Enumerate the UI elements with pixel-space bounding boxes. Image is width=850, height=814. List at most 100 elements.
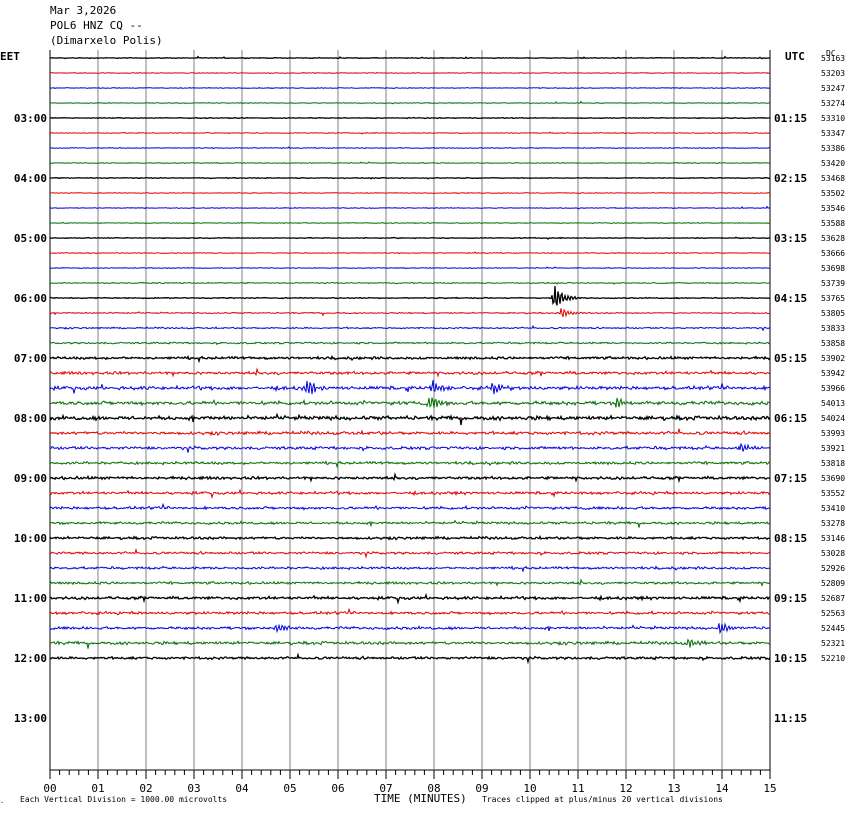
clip-note: Traces clipped at plus/minus 20 vertical… (482, 795, 723, 804)
dc-offset-label: 53666 (821, 249, 845, 258)
right-hour-label: 02:15 (774, 172, 807, 185)
left-timezone-label: EET (0, 50, 20, 63)
dc-offset-label: 53858 (821, 339, 845, 348)
trace-line (49, 251, 771, 255)
x-tick-label: 00 (43, 782, 56, 795)
trace-line (49, 502, 771, 511)
dc-offset-label: 54013 (821, 399, 845, 408)
trace-line (49, 578, 771, 587)
right-hour-label: 11:15 (774, 712, 807, 725)
right-timezone-label: UTC (785, 50, 805, 63)
dc-offset-label: 53163 (821, 54, 845, 63)
trace-line (49, 380, 771, 395)
x-tick-label: 02 (139, 782, 152, 795)
axis-labels: 00 01 02 03 04 05 06 07 08 09 10 11 12 13 14 15 53163 532… (14, 54, 845, 795)
dc-offset-label: 53818 (821, 459, 845, 468)
trace-line (49, 131, 771, 135)
x-tick-label: 13 (667, 782, 680, 795)
trace-line (49, 176, 771, 180)
x-tick-label: 11 (571, 782, 584, 795)
dc-offset-label: 53698 (821, 264, 845, 273)
right-hour-label: 10:15 (774, 652, 807, 665)
trace-line (49, 354, 771, 364)
dc-offset-label: 53739 (821, 279, 845, 288)
trace-line (49, 607, 771, 616)
dc-offset-label: 53028 (821, 549, 845, 558)
dc-offset-label: 53546 (821, 204, 845, 213)
dc-offset-label: 53966 (821, 384, 845, 393)
dc-offset-label: 53833 (821, 324, 845, 333)
x-tick-label: 10 (523, 782, 536, 795)
left-hour-label: 09:00 (14, 472, 47, 485)
trace-line (49, 412, 771, 426)
trace-line (49, 622, 771, 635)
trace-line (49, 488, 771, 500)
dc-offset-label: 53628 (821, 234, 845, 243)
trace-line (49, 236, 771, 240)
trace-line (49, 308, 771, 318)
time-grid (49, 50, 771, 779)
trace-line (49, 460, 771, 469)
x-tick-label: 04 (235, 782, 249, 795)
left-hour-label: 06:00 (14, 292, 47, 305)
dc-offset-label: 53805 (821, 309, 845, 318)
footer-corner-mark: . (0, 797, 5, 805)
left-hour-label: 03:00 (14, 112, 47, 125)
x-tick-label: 03 (187, 782, 200, 795)
dc-offset-label: 53588 (821, 219, 845, 228)
trace-line (49, 652, 771, 665)
dc-offset-label: 53310 (821, 114, 845, 123)
right-hour-label: 05:15 (774, 352, 807, 365)
dc-offset-label: 53552 (821, 489, 845, 498)
trace-line (49, 116, 770, 120)
dc-offset-label: 53146 (821, 534, 845, 543)
dc-offset-label: 53902 (821, 354, 845, 363)
dc-column-header: DC (826, 49, 836, 58)
left-hour-label: 13:00 (14, 712, 47, 725)
left-hour-label: 04:00 (14, 172, 47, 185)
x-tick-label: 14 (715, 782, 729, 795)
trace-line (49, 191, 771, 195)
trace-line (49, 285, 771, 306)
dc-offset-label: 53468 (821, 174, 845, 183)
x-axis-title: TIME (MINUTES) (374, 792, 467, 805)
dc-offset-label: 52687 (821, 594, 845, 603)
trace-line (49, 324, 771, 332)
dc-offset-label: 53203 (821, 69, 845, 78)
left-hour-label: 08:00 (14, 412, 47, 425)
x-tick-label: 15 (763, 782, 776, 795)
seismic-traces (49, 55, 771, 665)
dc-offset-label: 52321 (821, 639, 845, 648)
dc-offset-label: 53347 (821, 129, 845, 138)
trace-line (50, 221, 771, 225)
left-hour-label: 11:00 (14, 592, 47, 605)
dc-offset-label: 52809 (821, 579, 845, 588)
trace-line (49, 534, 771, 541)
x-tick-label: 07 (379, 782, 392, 795)
trace-line (49, 205, 771, 210)
trace-line (49, 428, 771, 437)
dc-offset-label: 52563 (821, 609, 845, 618)
x-tick-label: 06 (331, 782, 344, 795)
x-tick-label: 01 (91, 782, 104, 795)
trace-line (49, 547, 771, 559)
right-hour-label: 06:15 (774, 412, 807, 425)
trace-line (49, 281, 770, 285)
trace-line (49, 266, 770, 270)
x-tick-label: 09 (475, 782, 488, 795)
right-hour-label: 09:15 (774, 592, 807, 605)
dc-offset-label: 52445 (821, 624, 845, 633)
dc-offset-label: 54024 (821, 414, 845, 423)
right-hour-label: 01:15 (774, 112, 807, 125)
trace-line (50, 397, 771, 409)
dc-offset-label: 52926 (821, 564, 845, 573)
dc-offset-label: 52210 (821, 654, 845, 663)
left-hour-label: 10:00 (14, 532, 47, 545)
dc-offset-label: 53410 (821, 504, 845, 513)
left-hour-label: 12:00 (14, 652, 47, 665)
right-hour-label: 04:15 (774, 292, 807, 305)
header-station: POL6 HNZ CQ -- (50, 19, 143, 32)
trace-line (50, 146, 771, 150)
trace-line (49, 638, 771, 649)
